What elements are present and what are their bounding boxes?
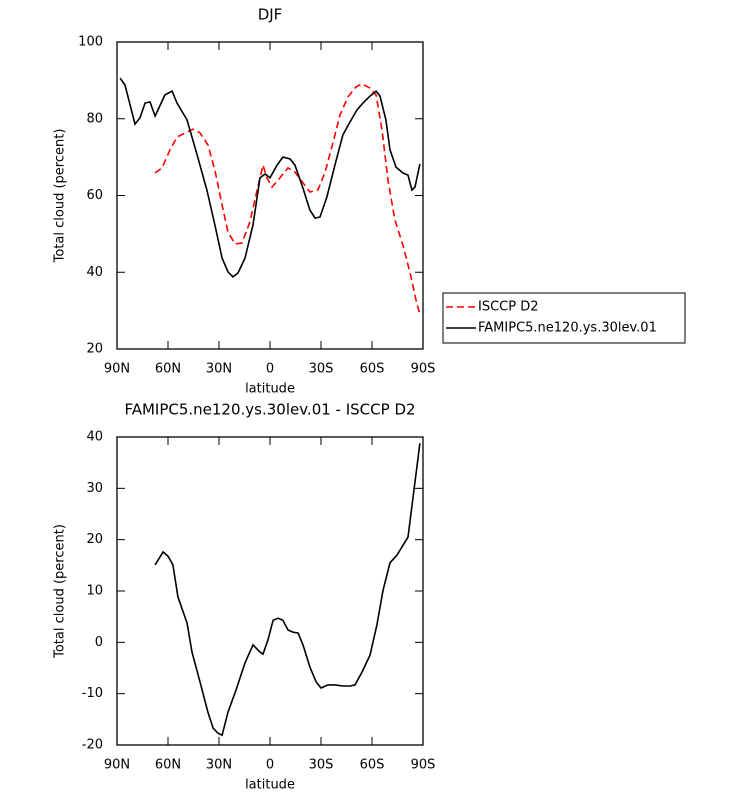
chart-title: FAMIPC5.ne120.ys.30lev.01 - ISCCP D2 <box>124 401 415 419</box>
x-tick-label: 60N <box>155 362 181 377</box>
plot-frame <box>116 436 424 746</box>
y-axis-label: Total cloud (percent) <box>53 129 68 264</box>
data-line <box>119 77 421 278</box>
data-line <box>154 82 421 316</box>
y-tick-label: 20 <box>86 342 103 357</box>
y-tick-label: 60 <box>86 188 103 203</box>
y-tick-label: 30 <box>86 481 103 496</box>
y-tick-label: -20 <box>82 738 103 753</box>
y-tick-label: -10 <box>82 686 103 701</box>
plot-frame <box>116 41 424 350</box>
y-axis-label: Total cloud (percent) <box>53 524 68 659</box>
x-tick-label: 30N <box>206 758 232 773</box>
x-tick-label: 0 <box>266 758 274 773</box>
legend-label: FAMIPC5.ne120.ys.30lev.01 <box>478 321 657 336</box>
x-tick-label: 90N <box>104 362 130 377</box>
y-tick-label: 100 <box>78 35 103 50</box>
x-tick-label: 30S <box>309 758 334 773</box>
legend-box <box>442 292 686 344</box>
x-axis-label: latitude <box>245 778 295 793</box>
y-tick-label: 40 <box>86 430 103 445</box>
legend-label: ISCCP D2 <box>478 300 539 315</box>
chart-title: DJF <box>258 6 283 24</box>
y-tick-label: 40 <box>86 265 103 280</box>
x-tick-label: 90S <box>411 758 436 773</box>
x-tick-label: 0 <box>266 362 274 377</box>
x-tick-label: 30N <box>206 362 232 377</box>
x-tick-label: 90S <box>411 362 436 377</box>
y-tick-label: 10 <box>86 584 103 599</box>
y-tick-label: 20 <box>86 532 103 547</box>
data-line <box>154 443 421 737</box>
x-tick-label: 60S <box>360 758 385 773</box>
x-tick-label: 90N <box>104 758 130 773</box>
y-tick-label: 80 <box>86 111 103 126</box>
x-axis-label: latitude <box>245 382 295 397</box>
y-tick-label: 0 <box>95 635 103 650</box>
x-tick-label: 60S <box>360 362 385 377</box>
x-tick-label: 60N <box>155 758 181 773</box>
x-tick-label: 30S <box>309 362 334 377</box>
